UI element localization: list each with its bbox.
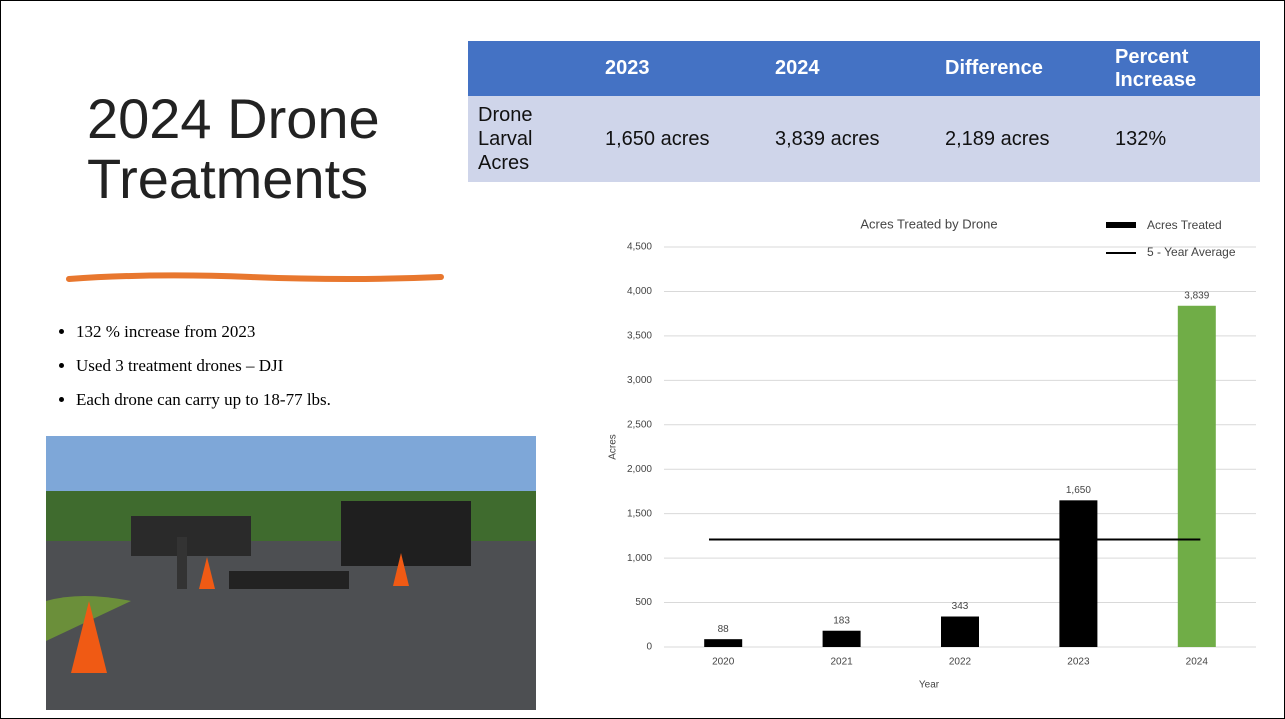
table-cell: 1,650 acres [595,96,765,182]
data-label: 183 [833,615,850,626]
header-cell: 2023 [595,41,765,96]
table-row: Drone Larval Acres 1,650 acres 3,839 acres… [468,96,1260,182]
y-axis-label: Acres [608,434,619,460]
data-label: 3,839 [1184,290,1209,301]
bullet: 132 % increase from 2023 [76,315,331,349]
bullet: Each drone can carry up to 18-77 lbs. [76,383,331,417]
legend-swatch [1106,222,1136,228]
y-tick-label: 2,000 [627,464,652,475]
x-axis-label: Year [919,680,940,691]
y-tick-label: 4,000 [627,286,652,297]
y-tick-label: 1,500 [627,508,652,519]
bullet-list: 132 % increase from 2023Used 3 treatment… [56,315,331,417]
bar [704,639,743,647]
x-tick-label: 2024 [1186,657,1209,668]
y-tick-label: 0 [646,642,652,653]
data-label: 343 [952,601,969,612]
summary-table: 2023 2024 Difference Percent Increase Drone … [468,41,1260,182]
y-tick-label: 3,000 [627,375,652,386]
x-tick-label: 2022 [949,657,972,668]
y-tick-label: 2,500 [627,419,652,430]
y-tick-label: 500 [635,597,652,608]
chart-title: Acres Treated by Drone [860,216,997,231]
data-label: 88 [718,624,730,635]
y-tick-label: 1,000 [627,553,652,564]
bar [822,630,861,647]
legend-label: 5 - Year Average [1147,245,1236,259]
bar [1177,305,1216,647]
slide-title: 2024 Drone Treatments [87,87,380,210]
y-tick-label: 3,500 [627,331,652,342]
header-row: 2023 2024 Difference Percent Increase [468,41,1260,96]
x-tick-label: 2021 [830,657,853,668]
bar [941,616,979,647]
header-cell: 2024 [765,41,935,96]
header-cell: Percent Increase [1105,41,1260,96]
bar [1059,500,1098,647]
header-cell [468,41,595,96]
bullet: Used 3 treatment drones – DJI [76,349,331,383]
table-cell: 2,189 acres [935,96,1105,182]
x-tick-label: 2020 [712,657,735,668]
y-tick-label: 4,500 [627,242,652,253]
table-cell: 3,839 acres [765,96,935,182]
data-label: 1,650 [1066,485,1091,496]
legend-label: Acres Treated [1147,218,1222,232]
header-cell: Difference [935,41,1105,96]
x-tick-label: 2023 [1067,657,1090,668]
table-cell: 132% [1105,96,1260,182]
title-underline [66,272,444,282]
table-cell: Drone Larval Acres [468,96,595,182]
photo [46,436,536,710]
